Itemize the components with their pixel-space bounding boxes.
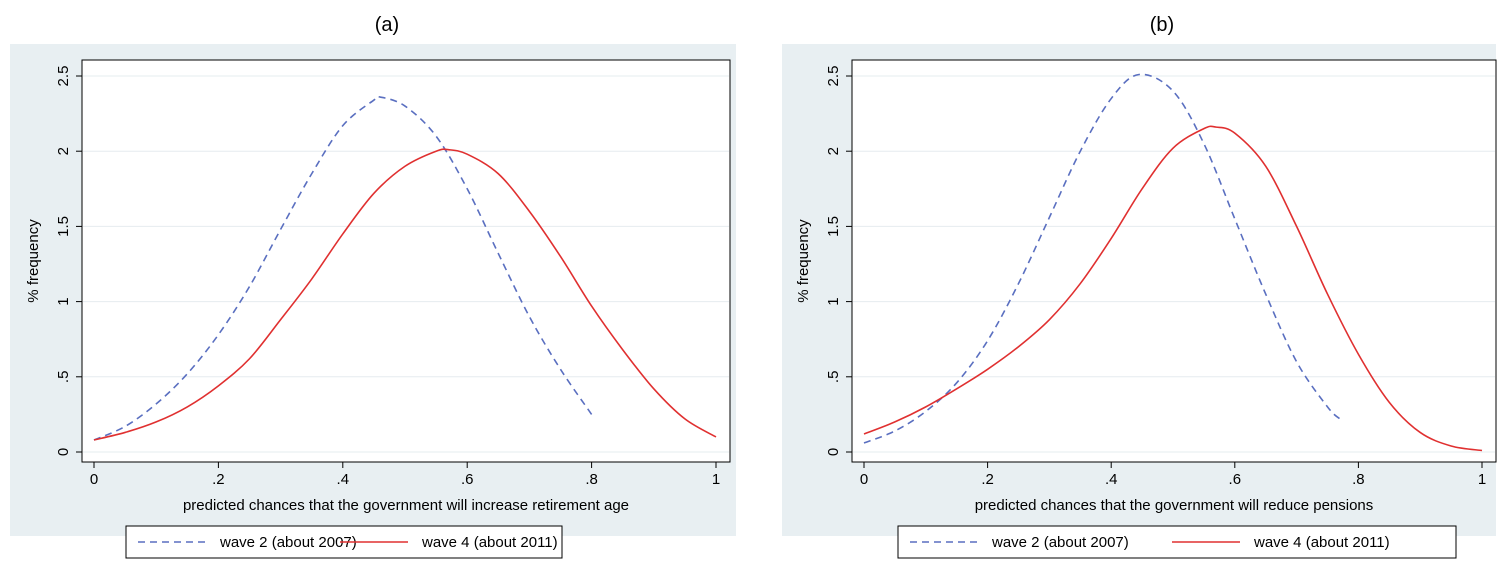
y-tick-label: .5 xyxy=(55,371,72,384)
legend-label-wave-2: wave 2 (about 2007) xyxy=(219,534,357,551)
series-line-wave-2 xyxy=(863,73,1341,444)
y-tick-label: 1.5 xyxy=(825,216,842,237)
y-tick-label: 2.5 xyxy=(825,66,842,87)
series-line-wave-4 xyxy=(93,148,717,441)
x-tick-label: .8 xyxy=(585,471,598,488)
y-tick-label: 1 xyxy=(825,297,842,305)
y-tick-label: 2.5 xyxy=(55,66,72,87)
y-tick-label: 0 xyxy=(825,448,842,456)
x-tick-label: .8 xyxy=(1352,471,1365,488)
y-tick-label: .5 xyxy=(825,371,842,384)
series-line-wave-4 xyxy=(863,125,1483,452)
legend-label-wave-4: wave 4 (about 2011) xyxy=(421,534,558,551)
x-tick-label: 0 xyxy=(860,471,868,488)
panel-a-title: (a) xyxy=(374,14,400,36)
chart-panel-a: 0 .5 1 1.5 2 2.5 0 .2 .4 .6 .8 1 % frequency predicte… xyxy=(10,44,736,559)
plot-area xyxy=(81,59,731,463)
x-tick-label: 0 xyxy=(90,471,98,488)
x-tick-label: 1 xyxy=(712,471,720,488)
x-tick-label: .4 xyxy=(337,471,350,488)
y-tick-label: 1.5 xyxy=(55,216,72,237)
y-tick-label: 2 xyxy=(55,147,72,155)
y-tick-label: 0 xyxy=(55,448,72,456)
y-axis-label: % frequency xyxy=(25,219,42,303)
x-tick-label: .4 xyxy=(1105,471,1118,488)
x-tick-label: .2 xyxy=(981,471,994,488)
chart-panel-b: 0 .5 1 1.5 2 2.5 0 .2 .4 .6 .8 1 % frequency predicte… xyxy=(782,44,1497,559)
x-axis-label: predicted chances that the government wi… xyxy=(975,497,1374,514)
y-tick-label: 1 xyxy=(55,297,72,305)
y-tick-label: 2 xyxy=(825,147,842,155)
x-tick-label: .6 xyxy=(1229,471,1242,488)
legend-label-wave-4: wave 4 (about 2011) xyxy=(1253,534,1390,551)
x-tick-label: 1 xyxy=(1478,471,1486,488)
plot-area xyxy=(851,59,1497,463)
x-tick-label: .2 xyxy=(212,471,225,488)
x-axis-label: predicted chances that the government wi… xyxy=(183,497,629,514)
panel-b-title: (b) xyxy=(1149,14,1175,36)
x-tick-label: .6 xyxy=(461,471,474,488)
legend-label-wave-2: wave 2 (about 2007) xyxy=(991,534,1129,551)
y-axis-label: % frequency xyxy=(795,219,812,303)
series-line-wave-2 xyxy=(93,95,593,441)
